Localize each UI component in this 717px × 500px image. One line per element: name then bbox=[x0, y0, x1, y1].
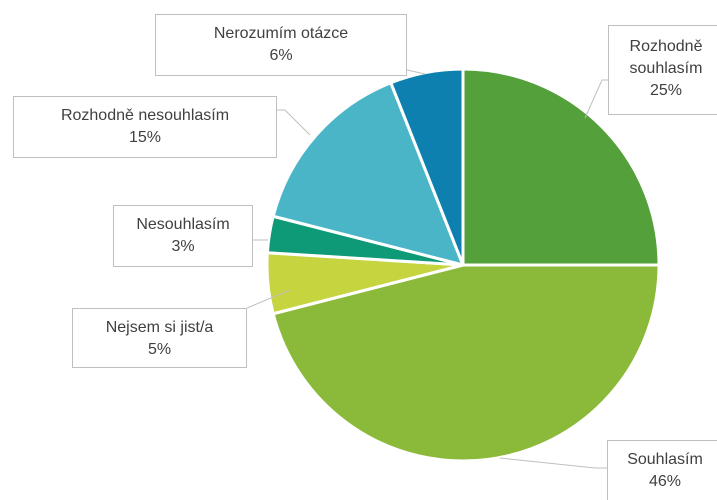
pie-slice bbox=[389, 67, 465, 267]
data-label: Rozhodně nesouhlasím 15% bbox=[13, 96, 277, 158]
leader-line bbox=[499, 457, 607, 469]
category-label: Nerozumím otázce bbox=[213, 25, 349, 42]
data-label: Rozhodně souhlasím 25% bbox=[608, 25, 717, 115]
data-label: Souhlasím 46% bbox=[607, 440, 717, 500]
data-label: Nejsem si jist/a 5% bbox=[72, 308, 247, 368]
leader-line bbox=[246, 289, 291, 309]
pie-slice bbox=[271, 81, 465, 267]
value-label: 5% bbox=[147, 341, 172, 358]
leader-line bbox=[406, 69, 426, 75]
pie-slice bbox=[271, 263, 661, 463]
value-label: 6% bbox=[269, 47, 293, 64]
data-label: Nerozumím otázce 6% bbox=[155, 14, 407, 76]
category-label: Rozhodně souhlasím bbox=[629, 38, 703, 77]
value-label: 46% bbox=[648, 473, 682, 490]
leader-lines bbox=[246, 69, 608, 469]
value-label: 25% bbox=[649, 82, 683, 99]
pie-slice bbox=[461, 67, 661, 267]
category-label: Rozhodně nesouhlasím bbox=[60, 107, 230, 124]
value-label: 3% bbox=[171, 238, 195, 255]
leader-line bbox=[277, 109, 311, 136]
data-label: Nesouhlasím 3% bbox=[113, 205, 253, 267]
category-label: Nejsem si jist/a bbox=[105, 319, 214, 336]
leader-line bbox=[584, 79, 608, 119]
value-label: 15% bbox=[128, 129, 162, 146]
category-label: Nesouhlasím bbox=[136, 216, 230, 233]
category-label: Souhlasím bbox=[627, 451, 703, 468]
